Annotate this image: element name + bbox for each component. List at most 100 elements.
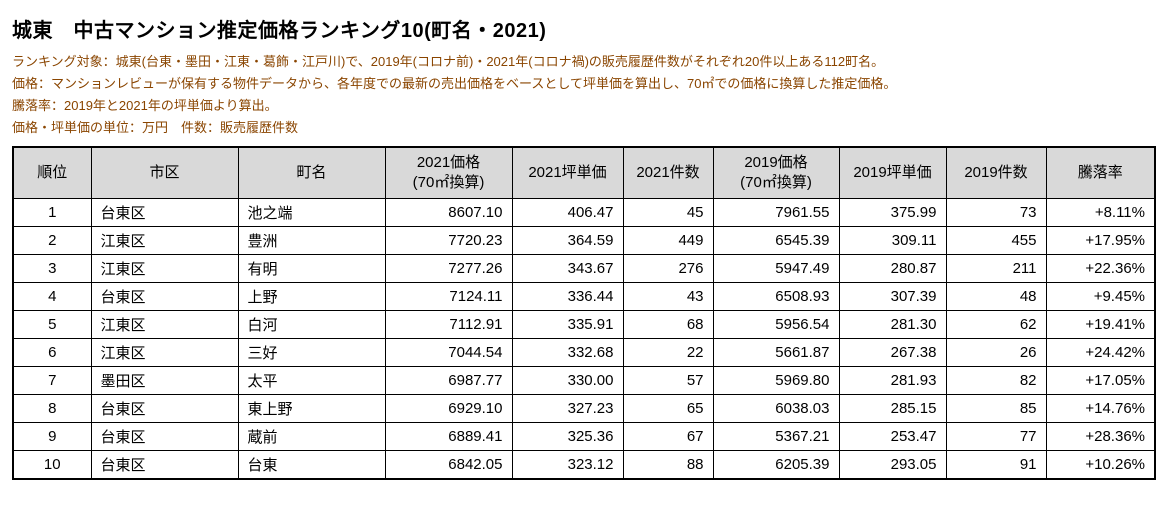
cell-rank: 7 [12, 366, 92, 396]
cell-tsubo-price-2021: 364.59 [511, 226, 624, 256]
cell-price-2019: 7961.55 [712, 198, 840, 228]
cell-town: 東上野 [237, 394, 386, 424]
cell-tsubo-price-2019: 285.15 [838, 394, 947, 424]
cell-tsubo-price-2021: 332.68 [511, 338, 624, 368]
cell-change-rate: +9.45% [1045, 282, 1156, 312]
cell-tsubo-price-2021: 323.12 [511, 450, 624, 480]
cell-price-2021: 7277.26 [384, 254, 513, 284]
cell-rank: 1 [12, 198, 92, 228]
cell-count-2019: 77 [945, 422, 1047, 452]
cell-tsubo-price-2019: 253.47 [838, 422, 947, 452]
col-header-rank: 順位 [12, 146, 92, 200]
cell-count-2021: 88 [622, 450, 714, 480]
col-header-price-2019: 2019価格 (70㎡換算) [712, 146, 840, 200]
cell-price-2021: 7112.91 [384, 310, 513, 340]
ranking-table: 順位 市区 町名 2021価格 (70㎡換算) 2021坪単価 2021件数 20… [12, 145, 1156, 481]
note-units: 価格・坪単価の単位：万円 件数：販売履歴件数 [12, 119, 299, 135]
cell-change-rate: +17.95% [1045, 226, 1156, 256]
cell-change-rate: +28.36% [1045, 422, 1156, 452]
cell-price-2021: 7044.54 [384, 338, 513, 368]
cell-tsubo-price-2021: 336.44 [511, 282, 624, 312]
cell-price-2019: 5969.80 [712, 366, 840, 396]
cell-count-2021: 65 [622, 394, 714, 424]
cell-tsubo-price-2021: 335.91 [511, 310, 624, 340]
cell-change-rate: +17.05% [1045, 366, 1156, 396]
cell-change-rate: +19.41% [1045, 310, 1156, 340]
cell-price-2019: 6205.39 [712, 450, 840, 480]
table-row: 6 江東区 三好 7044.54 332.68 22 5661.87 267.38 26 +24.… [12, 338, 1156, 368]
col-header-count-2019: 2019件数 [945, 146, 1047, 200]
cell-count-2021: 22 [622, 338, 714, 368]
cell-rank: 5 [12, 310, 92, 340]
page-title: 城東 中古マンション推定価格ランキング10(町名・2021) [12, 20, 547, 42]
cell-price-2021: 6842.05 [384, 450, 513, 480]
col-header-ward: 市区 [90, 146, 239, 200]
cell-ward: 江東区 [90, 254, 239, 284]
cell-count-2019: 48 [945, 282, 1047, 312]
cell-price-2019: 6038.03 [712, 394, 840, 424]
cell-price-2019: 5947.49 [712, 254, 840, 284]
cell-change-rate: +24.42% [1045, 338, 1156, 368]
cell-price-2019: 6508.93 [712, 282, 840, 312]
notes-block: ランキング対象：城東(台東・墨田・江東・葛飾・江戸川)で、2019年(コロナ前)… [12, 54, 1154, 136]
note-price-method: 価格：マンションレビューが保有する物件データから、各年度での最新の売出価格をベー… [12, 75, 897, 91]
table-header: 順位 市区 町名 2021価格 (70㎡換算) 2021坪単価 2021件数 20… [12, 146, 1156, 200]
cell-count-2021: 67 [622, 422, 714, 452]
cell-count-2019: 62 [945, 310, 1047, 340]
cell-count-2021: 43 [622, 282, 714, 312]
cell-price-2021: 8607.10 [384, 198, 513, 228]
cell-town: 豊洲 [237, 226, 386, 256]
cell-ward: 江東区 [90, 310, 239, 340]
cell-ward: 墨田区 [90, 366, 239, 396]
cell-rank: 8 [12, 394, 92, 424]
cell-price-2019: 6545.39 [712, 226, 840, 256]
cell-rank: 2 [12, 226, 92, 256]
cell-price-2019: 5661.87 [712, 338, 840, 368]
cell-price-2019: 5367.21 [712, 422, 840, 452]
col-header-tsubo-price-2019: 2019坪単価 [838, 146, 947, 200]
table-row: 10 台東区 台東 6842.05 323.12 88 6205.39 293.05 91 +10… [12, 450, 1156, 480]
cell-ward: 江東区 [90, 226, 239, 256]
cell-town: 有明 [237, 254, 386, 284]
table-row: 4 台東区 上野 7124.11 336.44 43 6508.93 307.39 48 +9.4… [12, 282, 1156, 312]
cell-tsubo-price-2021: 330.00 [511, 366, 624, 396]
cell-count-2021: 449 [622, 226, 714, 256]
cell-change-rate: +8.11% [1045, 198, 1156, 228]
cell-tsubo-price-2019: 267.38 [838, 338, 947, 368]
cell-change-rate: +10.26% [1045, 450, 1156, 480]
table-row: 5 江東区 白河 7112.91 335.91 68 5956.54 281.30 62 +19.… [12, 310, 1156, 340]
cell-count-2021: 57 [622, 366, 714, 396]
cell-count-2019: 455 [945, 226, 1047, 256]
cell-tsubo-price-2019: 281.93 [838, 366, 947, 396]
cell-count-2019: 211 [945, 254, 1047, 284]
cell-count-2019: 26 [945, 338, 1047, 368]
cell-count-2019: 85 [945, 394, 1047, 424]
cell-tsubo-price-2021: 327.23 [511, 394, 624, 424]
col-header-change-rate: 騰落率 [1045, 146, 1156, 200]
table-row: 7 墨田区 太平 6987.77 330.00 57 5969.80 281.93 82 +17.… [12, 366, 1156, 396]
cell-ward: 台東区 [90, 282, 239, 312]
cell-change-rate: +22.36% [1045, 254, 1156, 284]
cell-town: 台東 [237, 450, 386, 480]
note-ranking-target: ランキング対象：城東(台東・墨田・江東・葛飾・江戸川)で、2019年(コロナ前)… [12, 54, 885, 69]
cell-rank: 9 [12, 422, 92, 452]
cell-count-2019: 73 [945, 198, 1047, 228]
cell-rank: 10 [12, 450, 92, 480]
table-row: 3 江東区 有明 7277.26 343.67 276 5947.49 280.87 211 +2… [12, 254, 1156, 284]
cell-ward: 江東区 [90, 338, 239, 368]
cell-price-2021: 6987.77 [384, 366, 513, 396]
cell-count-2021: 68 [622, 310, 714, 340]
note-change-rate: 騰落率：2019年と2021年の坪単価より算出。 [12, 97, 278, 113]
cell-tsubo-price-2019: 307.39 [838, 282, 947, 312]
cell-count-2021: 45 [622, 198, 714, 228]
table-row: 8 台東区 東上野 6929.10 327.23 65 6038.03 285.15 85 +14… [12, 394, 1156, 424]
cell-town: 蔵前 [237, 422, 386, 452]
cell-ward: 台東区 [90, 394, 239, 424]
cell-ward: 台東区 [90, 198, 239, 228]
cell-tsubo-price-2019: 280.87 [838, 254, 947, 284]
cell-town: 上野 [237, 282, 386, 312]
cell-town: 太平 [237, 366, 386, 396]
table-row: 2 江東区 豊洲 7720.23 364.59 449 6545.39 309.11 455 +1… [12, 226, 1156, 256]
cell-price-2019: 5956.54 [712, 310, 840, 340]
cell-rank: 4 [12, 282, 92, 312]
